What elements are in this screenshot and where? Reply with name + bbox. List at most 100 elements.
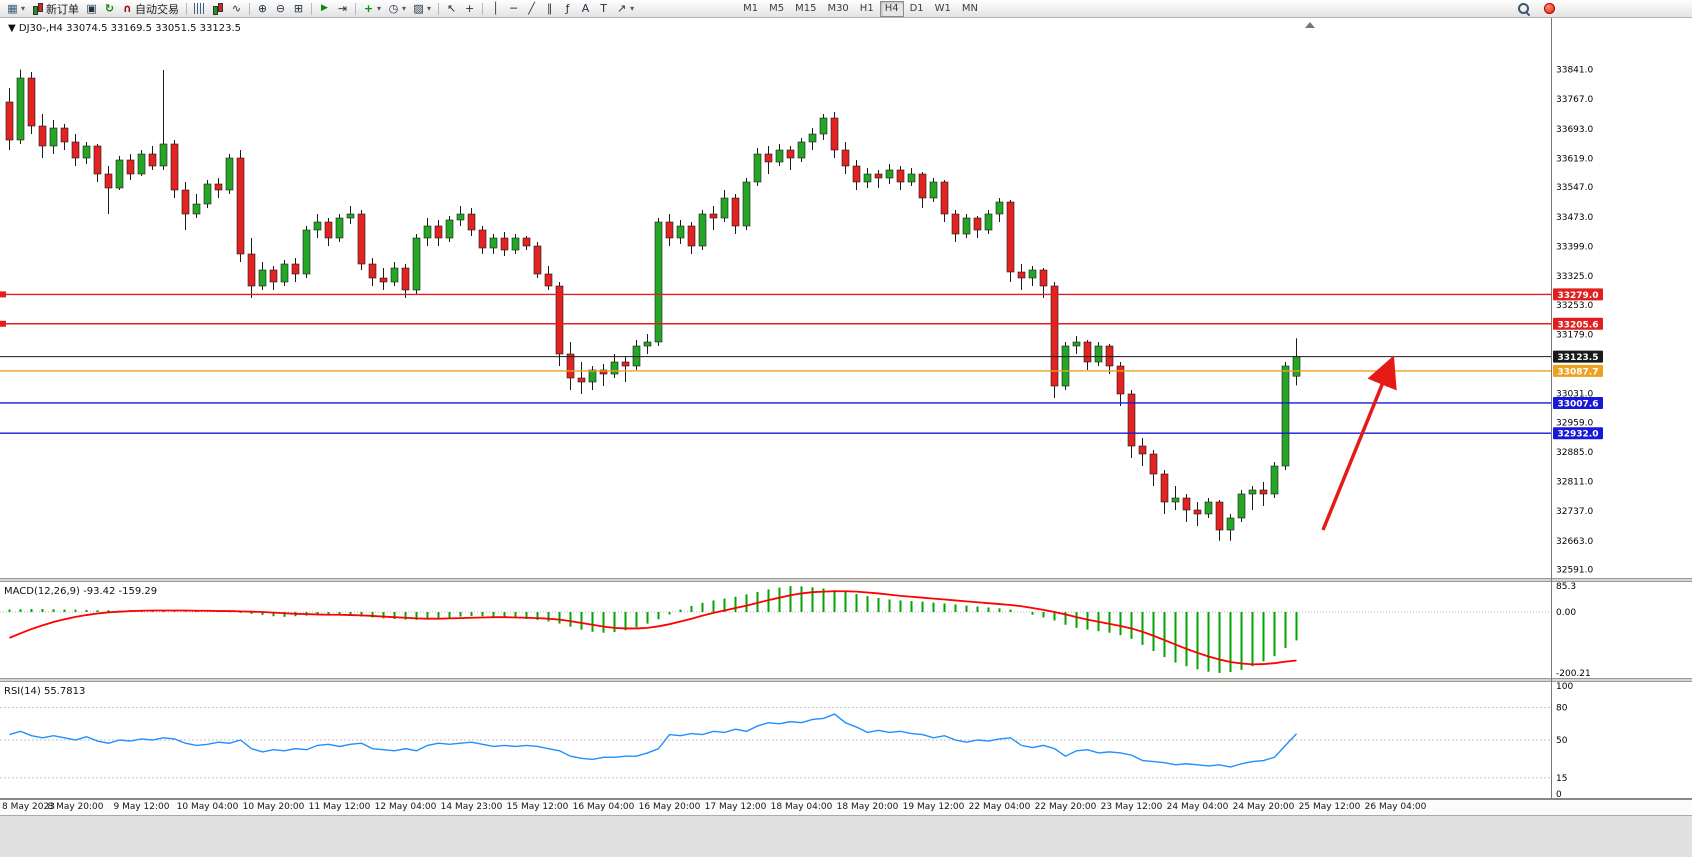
line-anchor[interactable] bbox=[0, 291, 6, 298]
candle-body bbox=[192, 203, 201, 215]
text-button[interactable]: A bbox=[577, 0, 594, 17]
periods-button[interactable]: ◷ ▾ bbox=[385, 0, 409, 17]
timeframe-m30-button[interactable]: M30 bbox=[827, 2, 849, 14]
time-label: 11 May 12:00 bbox=[308, 802, 371, 812]
zoom-in-button[interactable]: ⊕ bbox=[254, 0, 271, 17]
timeframe-mn-button[interactable]: MN bbox=[961, 2, 978, 14]
candle-body bbox=[1292, 356, 1301, 377]
candle-body bbox=[1138, 445, 1147, 455]
equidistant-channel-button[interactable]: ∥ bbox=[541, 0, 558, 17]
candle-body bbox=[27, 77, 36, 127]
new-order-label: 新订单 bbox=[46, 2, 80, 16]
rsi-axis-label: 0 bbox=[1556, 790, 1562, 800]
price-axis-label: 32811.0 bbox=[1556, 478, 1593, 488]
auto-scroll-button[interactable]: ▶ bbox=[316, 0, 333, 17]
macd-axis-label: 0.00 bbox=[1556, 608, 1576, 618]
price-tag bbox=[1553, 396, 1603, 409]
candle-body bbox=[533, 245, 542, 275]
search-button[interactable] bbox=[1514, 0, 1533, 17]
timeframe-m1-button[interactable]: M1 bbox=[743, 2, 759, 14]
fibonacci-button[interactable]: ƒ bbox=[559, 0, 576, 17]
horizontal-line-button[interactable]: ─ bbox=[505, 0, 522, 17]
candle-body bbox=[478, 229, 487, 249]
chart-shift-marker[interactable] bbox=[1305, 22, 1315, 28]
candle-body bbox=[71, 141, 80, 159]
candle-body bbox=[236, 157, 245, 255]
timeframe-h4-button[interactable]: H4 bbox=[879, 0, 904, 17]
candle-body bbox=[5, 101, 14, 141]
candle-body bbox=[1028, 269, 1037, 279]
price-axis-label: 33619.0 bbox=[1556, 154, 1593, 164]
periods-icon: ◷ bbox=[388, 2, 399, 15]
candle-chart-button[interactable] bbox=[209, 0, 227, 17]
line-icon: ∿ bbox=[231, 2, 242, 15]
panel-separator[interactable] bbox=[0, 578, 1692, 582]
tile-windows-button[interactable]: ⊞ bbox=[290, 0, 307, 17]
arrows-button[interactable]: ↗ ▾ bbox=[613, 0, 637, 17]
notification-button[interactable] bbox=[1541, 0, 1558, 17]
timeframe-m5-button[interactable]: M5 bbox=[769, 2, 785, 14]
chevron-down-icon: ▾ bbox=[402, 4, 407, 13]
time-axis[interactable]: 8 May 2023 8 May 20:00 9 May 12:00 10 May 0… bbox=[0, 800, 1692, 815]
new-order-button[interactable]: 新订单 bbox=[29, 0, 82, 17]
rsi-line bbox=[9, 713, 1298, 768]
arrows-icon: ↗ bbox=[616, 2, 627, 15]
bar-chart-button[interactable] bbox=[191, 0, 208, 17]
chart-canvas[interactable]: 33279.0 33205.6 33123.5 33087.7 33007.6 32932… bbox=[0, 18, 1692, 800]
price-tag bbox=[1553, 350, 1603, 363]
crosshair-button[interactable]: + bbox=[461, 0, 478, 17]
candle-body bbox=[302, 229, 311, 275]
time-label: 19 May 12:00 bbox=[902, 802, 965, 812]
candle-body bbox=[225, 157, 234, 191]
candle-body bbox=[401, 267, 410, 291]
candle-body bbox=[434, 225, 443, 239]
tile-icon: ⊞ bbox=[293, 2, 304, 15]
algo-trading-button[interactable]: ∩ 自动交易 bbox=[119, 0, 182, 17]
print-button[interactable]: ▣ bbox=[83, 0, 100, 17]
new-chart-button[interactable]: ▦ ▾ bbox=[4, 0, 28, 17]
refresh-button[interactable]: ↻ bbox=[101, 0, 118, 17]
price-tag bbox=[1553, 364, 1603, 377]
candle-body bbox=[753, 153, 762, 183]
indicators-button[interactable]: + ▾ bbox=[360, 0, 384, 17]
time-label: 10 May 20:00 bbox=[242, 802, 305, 812]
price-axis-separator[interactable] bbox=[1551, 18, 1552, 798]
vertical-line-button[interactable]: │ bbox=[487, 0, 504, 17]
price-axis-label: 33693.0 bbox=[1556, 125, 1593, 135]
timeframe-w1-button[interactable]: W1 bbox=[934, 2, 951, 14]
trend-arrow-annotation[interactable] bbox=[1321, 355, 1397, 531]
vline-icon: │ bbox=[492, 2, 499, 15]
chart-shift-button[interactable]: ⇥ bbox=[334, 0, 351, 17]
main-toolbar: ▦ ▾ 新订单 ▣ ↻ ∩ 自动交易 ∿ ⊕ ⊖ ⊞ ▶ ⇥ + ▾ ◷ ▾ ▨ ▾ ↖ + │ ─ ╱ ∥ ƒ A T ↗ ▾ M1 M5 M… bbox=[0, 0, 1692, 18]
zoom-in-icon: ⊕ bbox=[257, 2, 268, 15]
candle-body bbox=[49, 127, 58, 147]
line-anchor[interactable] bbox=[0, 320, 6, 327]
line-chart-button[interactable]: ∿ bbox=[228, 0, 245, 17]
chart-bg bbox=[0, 18, 1692, 800]
timeframe-m15-button[interactable]: M15 bbox=[795, 2, 817, 14]
candles-icon bbox=[212, 2, 224, 15]
zoom-out-icon: ⊖ bbox=[275, 2, 286, 15]
timeframe-h1-button[interactable]: H1 bbox=[859, 2, 874, 14]
candle-body bbox=[599, 369, 608, 375]
chevron-down-icon: ▾ bbox=[21, 4, 26, 13]
zoom-out-button[interactable]: ⊖ bbox=[272, 0, 289, 17]
cursor-button[interactable]: ↖ bbox=[443, 0, 460, 17]
trendline-button[interactable]: ╱ bbox=[523, 0, 540, 17]
candle-body bbox=[566, 353, 575, 379]
price-axis-label: 32885.0 bbox=[1556, 448, 1593, 458]
text-label-button[interactable]: T bbox=[595, 0, 612, 17]
toolbar-separator bbox=[249, 2, 251, 15]
hline-icon: ─ bbox=[510, 2, 517, 15]
time-label: 8 May 20:00 bbox=[47, 802, 104, 812]
candle-body bbox=[808, 133, 817, 143]
candle-body bbox=[445, 219, 454, 239]
timeframe-d1-button[interactable]: D1 bbox=[909, 2, 924, 14]
price-axis-label: 33031.0 bbox=[1556, 390, 1593, 400]
candle-body bbox=[357, 213, 366, 265]
rsi-axis-label: 80 bbox=[1556, 704, 1568, 714]
candle-body bbox=[621, 361, 630, 367]
candle-body bbox=[280, 263, 289, 283]
panel-separator[interactable] bbox=[0, 678, 1692, 682]
templates-button[interactable]: ▨ ▾ bbox=[410, 0, 434, 17]
